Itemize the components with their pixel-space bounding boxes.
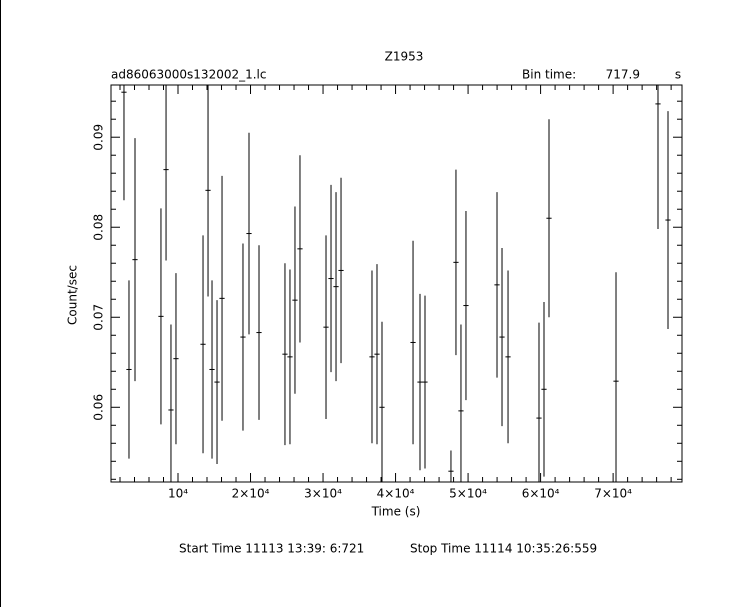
start-time: Start Time 11113 13:39: 6:721 [179, 542, 364, 556]
plot-area [121, 85, 671, 482]
y-tick-label: 0.07 [92, 304, 106, 331]
chart-title: Z1953 [385, 50, 424, 64]
x-tick-label: 3×10⁴ [304, 487, 342, 501]
x-tick-label: 2×10⁴ [232, 487, 270, 501]
x-axis-label: Time (s) [371, 505, 421, 519]
bin-time-unit: s [675, 68, 681, 82]
y-tick-label: 0.09 [92, 124, 106, 151]
x-tick-label: 5×10⁴ [449, 487, 487, 501]
x-tick-label: 6×10⁴ [522, 487, 560, 501]
bin-time: 717.9 [606, 68, 640, 82]
stop-time: Stop Time 11114 10:35:26:559 [410, 542, 597, 556]
x-tick-label: 4×10⁴ [377, 487, 415, 501]
x-tick-label: 10⁴ [168, 487, 188, 501]
x-tick-label: 7×10⁴ [594, 487, 632, 501]
bin-time-label: Bin time: [522, 68, 576, 82]
y-axis-label: Count/sec [66, 265, 80, 325]
y-tick-label: 0.06 [92, 394, 106, 421]
y-tick-label: 0.08 [92, 214, 106, 241]
plot-frame [110, 84, 683, 483]
file-label: ad86063000s132002_1.lc [111, 68, 267, 82]
